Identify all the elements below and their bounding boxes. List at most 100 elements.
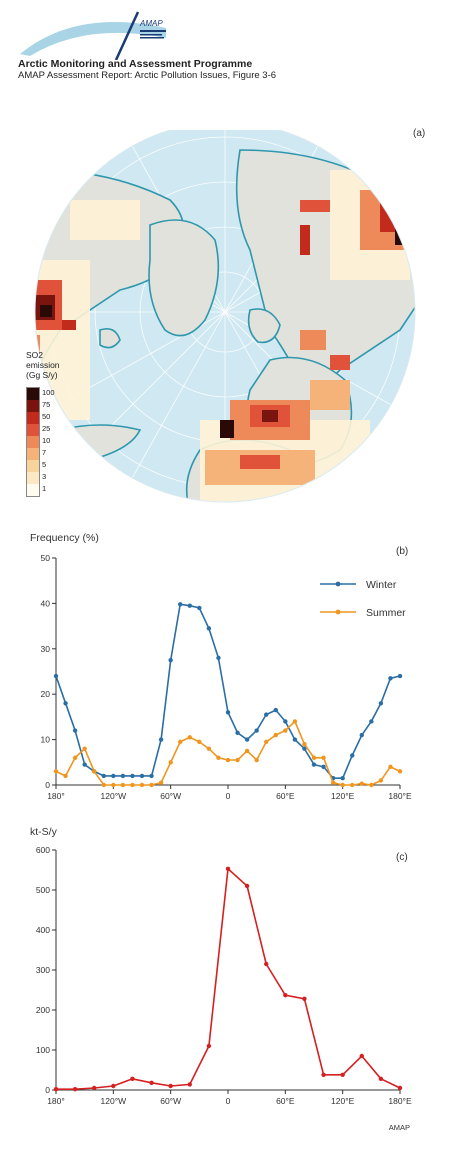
data-point (321, 764, 326, 770)
legend-label: Summer (366, 607, 406, 619)
data-point (397, 673, 403, 679)
x-tick-label: 60°W (160, 1096, 181, 1106)
data-point (92, 769, 97, 774)
data-point (283, 728, 288, 733)
data-point (72, 728, 78, 733)
data-point (359, 1053, 364, 1059)
y-tick-label: 40 (41, 598, 51, 608)
y-tick-label: 10 (41, 735, 51, 745)
legend-swatch (27, 472, 39, 484)
x-tick-label: 0 (226, 1096, 231, 1106)
data-point (311, 755, 317, 760)
x-tick-label: 120°W (101, 791, 127, 800)
data-point (273, 732, 278, 738)
data-point (235, 730, 240, 735)
y-tick-label: 500 (36, 885, 50, 895)
y-tick-label: 20 (41, 689, 51, 699)
x-tick-label: 180° (47, 1096, 65, 1106)
header-title: Arctic Monitoring and Assessment Program… (18, 58, 253, 70)
data-point (283, 993, 288, 998)
data-point (264, 712, 269, 717)
x-tick-label: 120°E (331, 1096, 355, 1106)
legend-level-label: 50 (42, 412, 51, 421)
data-point (178, 739, 183, 745)
y-tick-label: 300 (36, 965, 50, 975)
data-point (321, 755, 326, 760)
x-tick-label: 120°E (331, 791, 355, 800)
legend-swatch (27, 424, 39, 436)
data-point (168, 1083, 173, 1089)
data-point (369, 782, 374, 788)
data-point (63, 773, 68, 779)
data-point (340, 782, 345, 788)
legend-level-label: 100 (42, 388, 55, 397)
data-point (120, 773, 126, 779)
data-point (187, 603, 192, 608)
data-point (53, 1087, 59, 1092)
legend-swatch (27, 460, 39, 472)
header-subtitle: AMAP Assessment Report: Arctic Pollution… (18, 70, 277, 81)
data-point (254, 728, 259, 733)
data-point (101, 773, 106, 779)
y-tick-label: 200 (36, 1005, 50, 1015)
data-point (82, 762, 87, 767)
y-tick-label: 400 (36, 925, 50, 935)
legend-level-label: 7 (42, 448, 47, 457)
data-point (168, 657, 173, 663)
data-point (149, 1080, 154, 1085)
data-point (139, 773, 145, 779)
data-point (187, 1082, 192, 1087)
data-point (206, 746, 212, 751)
data-point (350, 753, 355, 758)
footer-credit: AMAP (388, 1123, 410, 1132)
y-tick-label: 600 (36, 845, 50, 855)
panel-a-tag: (a) (413, 128, 426, 139)
series-line (56, 867, 401, 1090)
legend-level-label: 1 (42, 484, 47, 493)
polar-emission-map (34, 130, 416, 503)
data-point (206, 1043, 212, 1049)
data-point (130, 1076, 135, 1081)
y-tick-label: 0 (45, 1085, 50, 1095)
panel-b-tag: (b) (396, 546, 409, 557)
data-point (235, 757, 240, 763)
data-point (292, 737, 298, 742)
amap-logo: AMAP (20, 11, 166, 60)
data-point (350, 782, 355, 788)
legend-level-label: 10 (42, 436, 51, 445)
data-point (149, 773, 154, 779)
data-point (225, 710, 231, 715)
data-point (216, 655, 221, 661)
legend-marker (335, 609, 341, 615)
data-point (111, 773, 116, 779)
data-point (130, 773, 135, 779)
data-point (359, 781, 364, 786)
y-tick-label: 100 (36, 1045, 50, 1055)
data-point (216, 755, 221, 760)
data-point (92, 1085, 97, 1091)
emission-legend: 100 75 50 25 10 7 5 3 1 (26, 387, 86, 497)
legend-title: SO2 emission (Gg S/y) (26, 350, 60, 380)
data-point (273, 707, 278, 713)
data-point (311, 762, 317, 767)
data-point (72, 1087, 78, 1092)
x-tick-label: 120°W (101, 1096, 127, 1106)
data-point (388, 676, 393, 681)
x-tick-label: 180° (47, 791, 65, 800)
data-point (101, 782, 106, 788)
x-tick-label: 180°E (388, 1096, 412, 1106)
chart-c-ylabel: kt-S/y (30, 826, 57, 838)
data-point (302, 741, 307, 747)
series-line (55, 603, 401, 779)
data-point (187, 735, 192, 740)
y-tick-label: 0 (45, 780, 50, 790)
legend-swatch (27, 388, 39, 400)
chart-b-frequency: 0 10 20 30 40 50 180° 120°W 60°W 0 60°E 120°E 180°E W… (41, 553, 412, 800)
data-point (397, 1085, 403, 1091)
chart-c-emissions: 0 100 200 300 400 500 600 180° 120°W 60°W 0 60°E 120… (36, 845, 412, 1106)
emission-hotspots (35, 190, 410, 485)
legend-swatch (27, 412, 39, 424)
data-point (158, 737, 164, 742)
data-point (158, 780, 164, 785)
data-point (378, 1076, 384, 1081)
